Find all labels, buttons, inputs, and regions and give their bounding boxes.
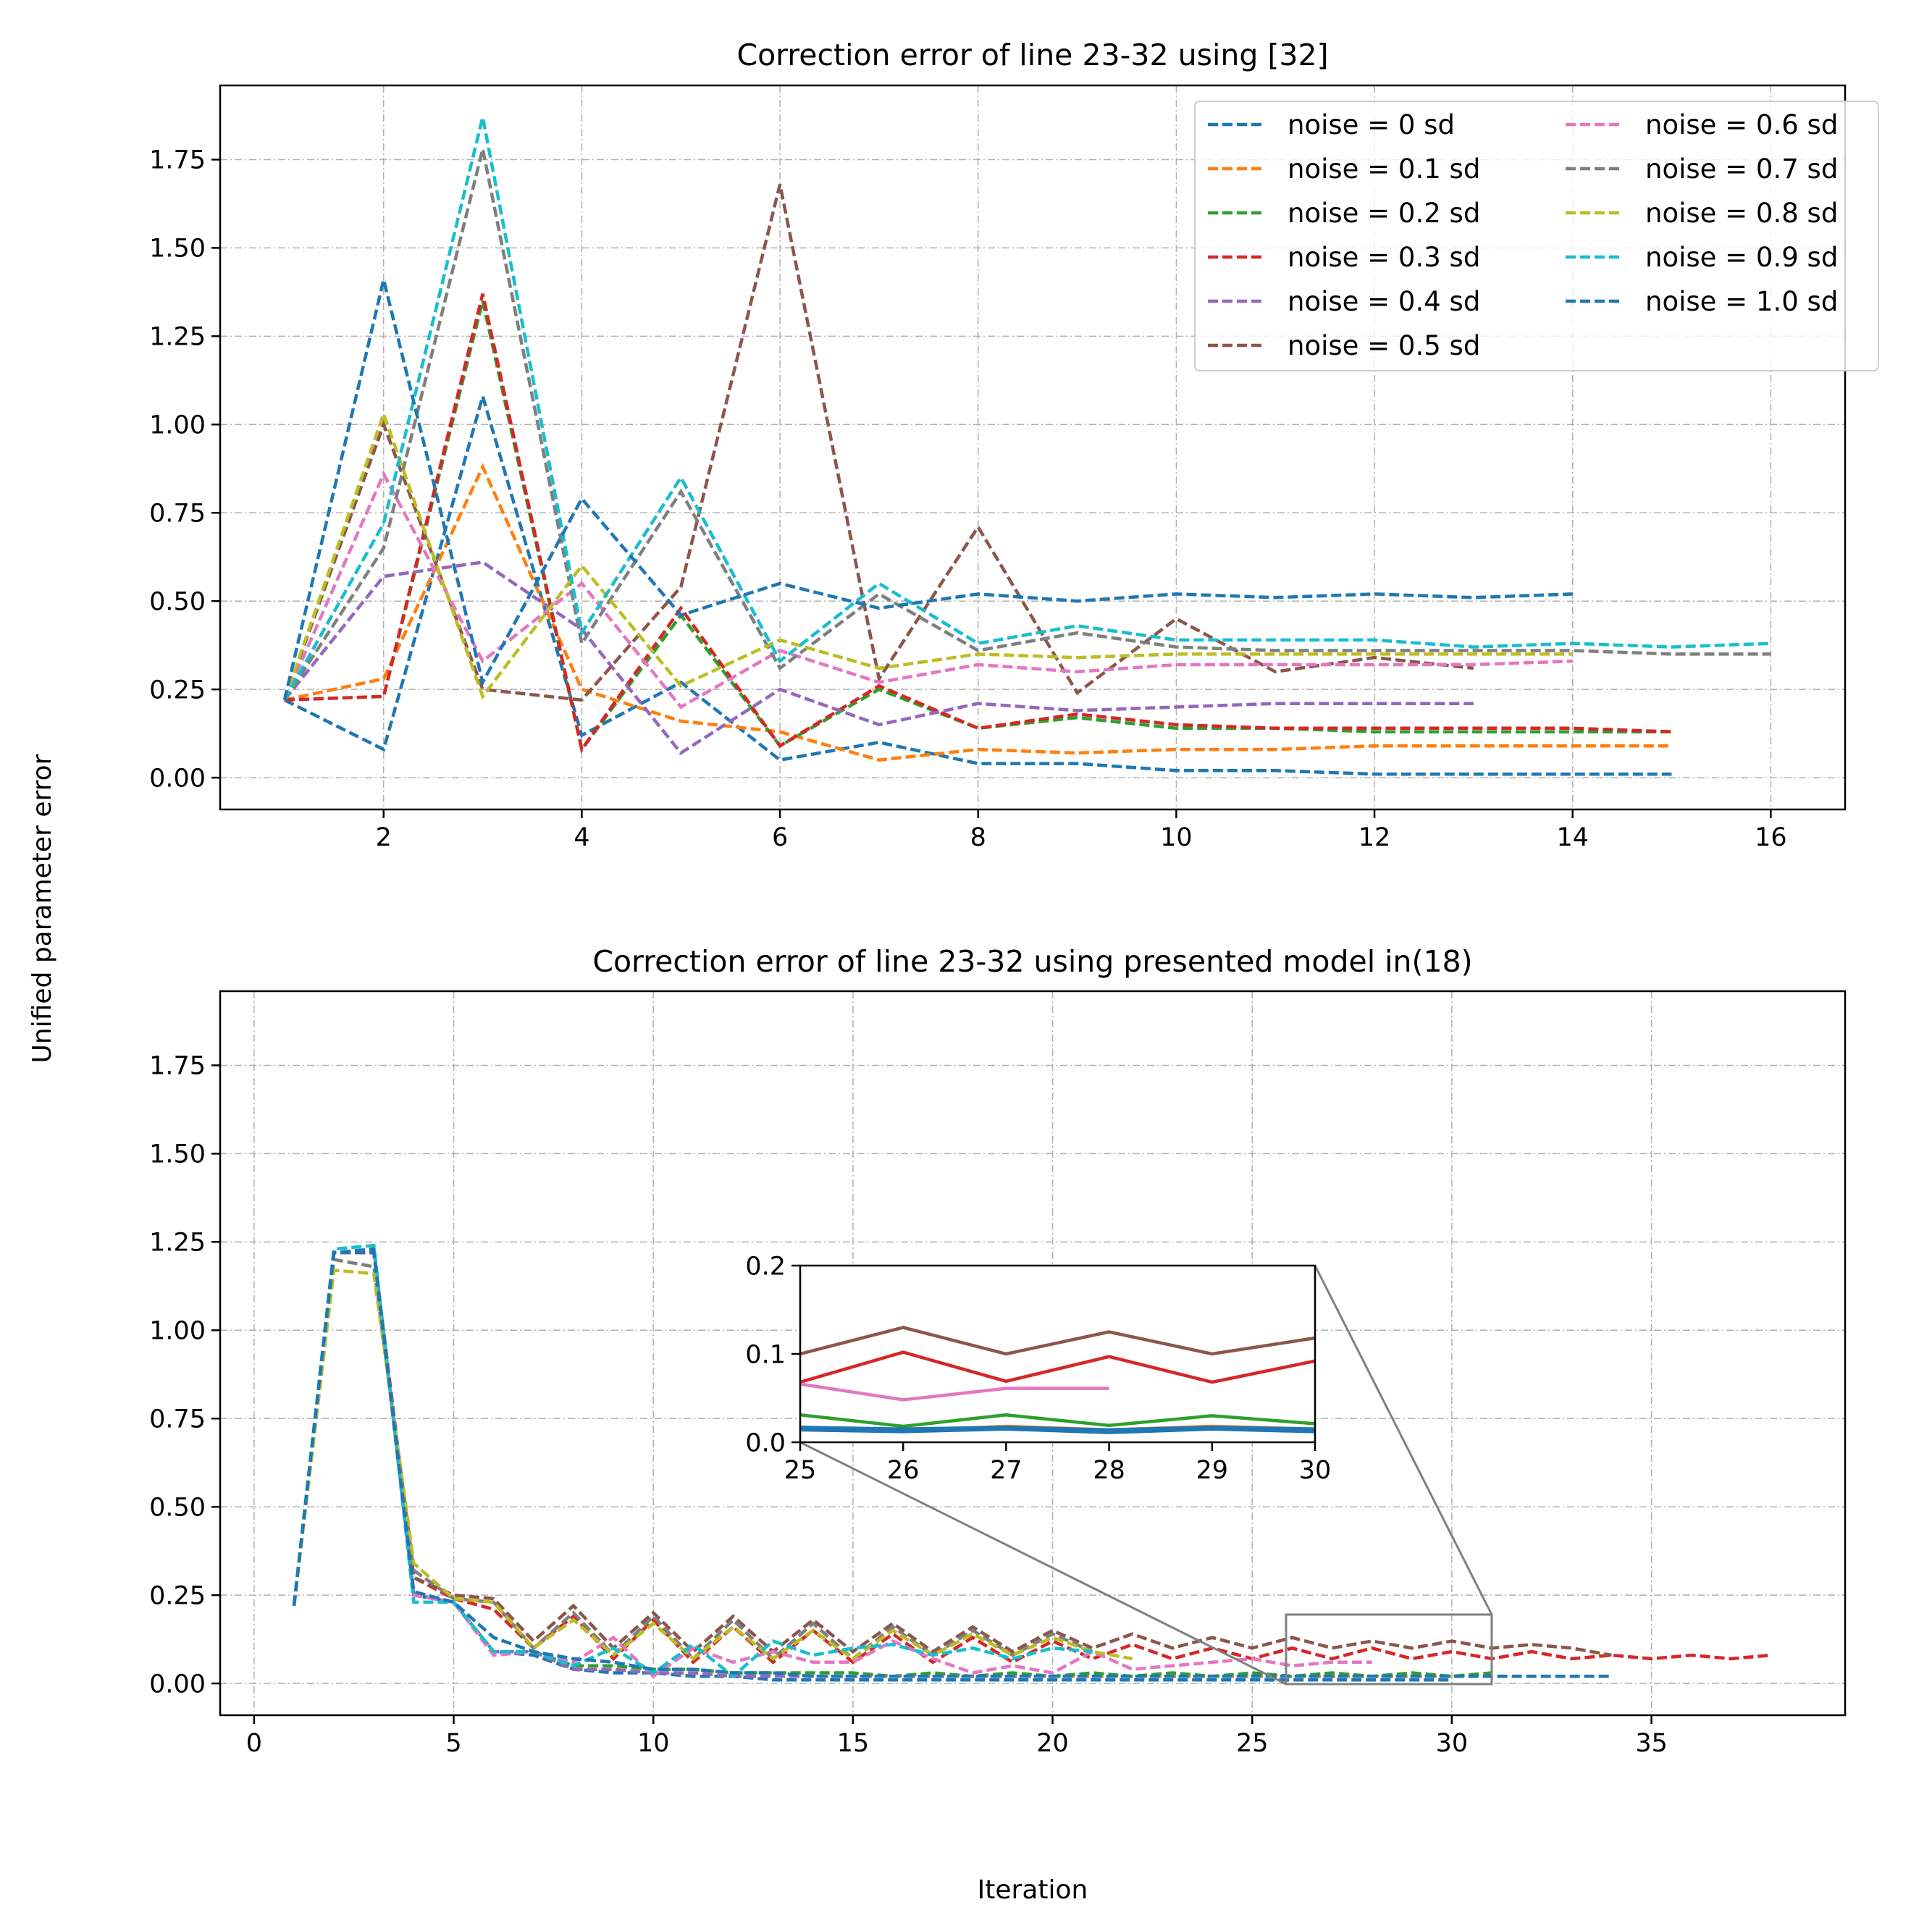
- top-xtick-label: 2: [376, 823, 392, 852]
- inset-ytick-label: 0.0: [745, 1428, 786, 1457]
- legend-label-noise-0-sd: noise = 0 sd: [1288, 109, 1455, 140]
- bottom-series: [292, 1243, 1772, 1682]
- bottom-ytick-label: 1.50: [149, 1140, 206, 1169]
- top-xtick-label: 16: [1755, 823, 1787, 852]
- bottom-xtick-label: 25: [1236, 1729, 1269, 1758]
- top-xtick-label: 12: [1358, 823, 1391, 852]
- top-series: [282, 117, 1771, 776]
- x-axis-label: Iteration: [978, 1875, 1088, 1905]
- zoom-connector-bottom: [799, 1441, 1287, 1686]
- bottom-ytick-label: 1.25: [149, 1229, 206, 1258]
- inset-chart: 25 26 27 28 29 30 0.0 0.1 0.2: [745, 1252, 1331, 1485]
- inset-x-ticks: 25 26 27 28 29 30: [784, 1442, 1332, 1485]
- top-x-ticks: 2 4 6 8 10 12 14 16: [376, 809, 1787, 852]
- bottom-xtick-label: 35: [1635, 1729, 1668, 1758]
- top-ytick-label: 0.50: [149, 587, 206, 616]
- inset-series-noise-0-sd: [799, 1427, 1316, 1434]
- bottom-series-noise-0-8-sd: [292, 1268, 1133, 1661]
- legend-label-noise-1-0-sd: noise = 1.0 sd: [1645, 286, 1838, 317]
- legend-label-noise-0-6-sd: noise = 0.6 sd: [1645, 109, 1838, 140]
- top-series-noise-0-6-sd: [282, 470, 1573, 710]
- top-axes-frame: [219, 84, 1847, 811]
- top-chart: Correction error of line 23-32 using [32…: [149, 38, 1879, 852]
- top-chart-title: Correction error of line 23-32 using [32…: [736, 38, 1328, 72]
- top-series-noise-0-1-sd: [284, 463, 1672, 762]
- legend-label-noise-0-7-sd: noise = 0.7 sd: [1645, 153, 1838, 185]
- top-ytick-label: 1.50: [149, 235, 206, 264]
- inset-series-noise-0-6-sd: [799, 1382, 1109, 1402]
- top-ytick-label: 1.25: [149, 323, 206, 352]
- inset-xtick-label: 26: [887, 1456, 920, 1485]
- y-axis-label: Unified parameter error: [28, 754, 57, 1063]
- inset-xtick-label: 30: [1299, 1456, 1332, 1485]
- bottom-ytick-label: 0.50: [149, 1493, 206, 1522]
- bottom-y-ticks: 0.00 0.25 0.50 0.75 1.00 1.25 1.50 1.75: [149, 1052, 220, 1699]
- legend-label-noise-0-1-sd: noise = 0.1 sd: [1288, 153, 1480, 185]
- bottom-chart-title: Correction error of line 23-32 using pre…: [592, 944, 1472, 979]
- top-series-noise-0-5-sd: [282, 184, 1474, 702]
- top-xtick-label: 10: [1160, 823, 1193, 852]
- legend-label-noise-0-4-sd: noise = 0.4 sd: [1288, 286, 1480, 317]
- legend: noise = 0 sd noise = 0.1 sd noise = 0.2 sd…: [1194, 101, 1879, 371]
- legend-label-noise-0-9-sd: noise = 0.9 sd: [1645, 242, 1838, 273]
- legend-frame: [1194, 101, 1879, 371]
- bottom-axes-frame: [219, 990, 1847, 1717]
- inset-xtick-label: 25: [784, 1456, 817, 1485]
- top-xtick-label: 8: [970, 823, 986, 852]
- bottom-series-noise-0-5-sd: [292, 1250, 1612, 1657]
- bottom-ytick-label: 0.25: [149, 1581, 206, 1610]
- top-series-noise-0-8-sd: [282, 408, 1573, 701]
- top-ytick-label: 0.25: [149, 676, 206, 704]
- legend-label-noise-0-8-sd: noise = 0.8 sd: [1645, 198, 1838, 229]
- bottom-ytick-label: 0.75: [149, 1405, 206, 1434]
- bottom-series-noise-1-0-sd: [292, 1250, 1612, 1678]
- inset-xtick-label: 28: [1093, 1456, 1125, 1485]
- zoom-connector-top: [1314, 1265, 1493, 1615]
- bottom-xtick-label: 0: [246, 1729, 262, 1758]
- bottom-xtick-label: 20: [1036, 1729, 1069, 1758]
- top-ytick-label: 0.00: [149, 764, 206, 793]
- zoom-region-box: [1285, 1613, 1493, 1686]
- top-y-ticks: 0.00 0.25 0.50 0.75 1.00 1.25 1.50 1.75: [149, 146, 220, 793]
- bottom-series-noise-0-sd: [292, 1247, 1452, 1682]
- bottom-series-noise-0-7-sd: [292, 1258, 1093, 1662]
- top-ytick-label: 1.75: [149, 146, 206, 175]
- inset-ytick-label: 0.1: [745, 1340, 786, 1369]
- bottom-x-ticks: 0 5 10 15 20 25 30 35: [246, 1715, 1668, 1758]
- top-series-noise-1-0-sd: [282, 279, 1573, 701]
- inset-y-ticks: 0.0 0.1 0.2: [745, 1252, 800, 1457]
- legend-label-noise-0-5-sd: noise = 0.5 sd: [1288, 330, 1480, 361]
- legend-label-noise-0-2-sd: noise = 0.2 sd: [1288, 198, 1480, 229]
- inset-series-noise-0-2-sd: [799, 1413, 1316, 1428]
- top-series-noise-0-sd: [283, 390, 1672, 776]
- top-xtick-label: 6: [772, 823, 788, 852]
- inset-ytick-label: 0.2: [745, 1252, 786, 1281]
- inset-xtick-label: 29: [1196, 1456, 1229, 1485]
- bottom-ytick-label: 1.75: [149, 1052, 206, 1081]
- bottom-xtick-label: 30: [1436, 1729, 1469, 1758]
- bottom-ytick-label: 1.00: [149, 1317, 206, 1346]
- inset-series-noise-0-5-sd: [799, 1326, 1316, 1356]
- top-series-noise-0-4-sd: [283, 560, 1474, 755]
- bottom-xtick-label: 10: [637, 1729, 670, 1758]
- top-ytick-label: 1.00: [149, 411, 206, 440]
- bottom-ytick-label: 0.00: [149, 1670, 206, 1699]
- top-series-noise-0-3-sd: [284, 293, 1672, 754]
- bottom-xtick-label: 15: [837, 1729, 870, 1758]
- bottom-chart: Correction error of line 23-32 using pre…: [149, 944, 1847, 1758]
- inset-xtick-label: 27: [990, 1456, 1022, 1485]
- top-ytick-label: 0.75: [149, 499, 206, 528]
- top-xtick-label: 4: [574, 823, 589, 852]
- inset-series-noise-1-0-sd: [799, 1426, 1316, 1432]
- top-xtick-label: 14: [1556, 823, 1589, 852]
- top-series-noise-0-9-sd: [282, 117, 1771, 701]
- top-series-noise-0-7-sd: [283, 148, 1771, 702]
- inset-series-noise-0-3-sd: [799, 1350, 1316, 1384]
- bottom-xtick-label: 5: [445, 1729, 461, 1758]
- legend-label-noise-0-3-sd: noise = 0.3 sd: [1288, 242, 1480, 273]
- bottom-series-noise-0-9-sd: [292, 1243, 1093, 1679]
- inset-series: [799, 1326, 1316, 1434]
